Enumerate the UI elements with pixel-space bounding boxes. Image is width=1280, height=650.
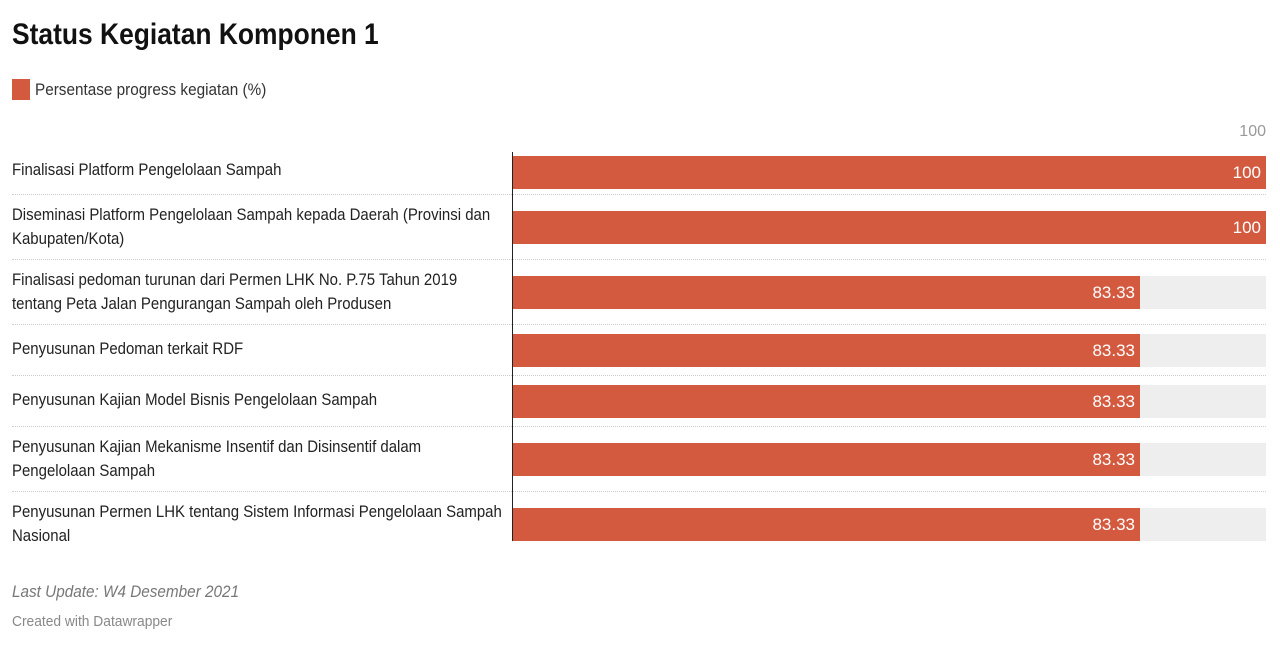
bar-row: Penyusunan Pedoman terkait RDF 83.33 — [12, 325, 1266, 375]
chart-baseline — [512, 152, 513, 541]
bar-value-label: 83.33 — [1092, 283, 1135, 302]
bar-value-label: 83.33 — [1092, 515, 1135, 534]
bar — [513, 211, 1266, 244]
bar — [513, 276, 1140, 309]
bar-track: 83.33 — [513, 443, 1266, 476]
bar-track: 83.33 — [513, 508, 1266, 541]
bar — [513, 443, 1140, 476]
bar — [513, 156, 1266, 189]
legend-swatch — [12, 79, 30, 100]
bar-track: 83.33 — [513, 385, 1266, 418]
bar — [513, 508, 1140, 541]
category-label: Finalisasi pedoman turunan dari Permen L… — [12, 270, 458, 313]
bar-track: 100 — [513, 156, 1266, 189]
row-separator — [12, 426, 1266, 427]
legend-label: Persentase progress kegiatan (%) — [35, 79, 267, 99]
bar-value-label: 100 — [1232, 218, 1261, 237]
bar — [513, 385, 1140, 418]
category-label: Finalisasi Platform Pengelolaan Sampah — [12, 160, 282, 179]
row-separator — [12, 491, 1266, 492]
category-label: Penyusunan Permen LHK tentang Sistem Inf… — [12, 502, 502, 545]
chart-title: Status Kegiatan Komponen 1 — [12, 18, 379, 51]
bar-row: Penyusunan Permen LHK tentang Sistem Inf… — [12, 492, 1266, 556]
row-separator — [12, 375, 1266, 376]
category-label: Penyusunan Kajian Model Bisnis Pengelola… — [12, 390, 378, 409]
bar-row: Finalisasi pedoman turunan dari Permen L… — [12, 260, 1266, 324]
last-update-note: Last Update: W4 Desember 2021 — [12, 582, 240, 601]
bar-track: 83.33 — [513, 276, 1266, 309]
legend: Persentase progress kegiatan (%) — [12, 79, 292, 100]
bar-value-label: 100 — [1232, 163, 1261, 182]
category-label: Penyusunan Kajian Mekanisme Insentif dan… — [12, 437, 422, 480]
bar — [513, 334, 1140, 367]
row-separator — [12, 194, 1266, 195]
bar-row: Finalisasi Platform Pengelolaan Sampah 10… — [12, 152, 1266, 194]
category-label: Penyusunan Pedoman terkait RDF — [12, 339, 244, 358]
row-separator — [12, 324, 1266, 325]
axis-max-label: 100 — [1239, 123, 1266, 140]
row-separator — [12, 259, 1266, 260]
bar-row: Penyusunan Kajian Model Bisnis Pengelola… — [12, 376, 1266, 426]
bar-track: 83.33 — [513, 334, 1266, 367]
credit-link[interactable]: Created with Datawrapper — [12, 613, 173, 630]
bar-row: Diseminasi Platform Pengelolaan Sampah k… — [12, 195, 1266, 259]
bar-value-label: 83.33 — [1092, 392, 1135, 411]
bar-track: 100 — [513, 211, 1266, 244]
bar-value-label: 83.33 — [1092, 450, 1135, 469]
bar-value-label: 83.33 — [1092, 341, 1135, 360]
bar-row: Penyusunan Kajian Mekanisme Insentif dan… — [12, 427, 1266, 491]
category-label: Diseminasi Platform Pengelolaan Sampah k… — [12, 205, 491, 248]
